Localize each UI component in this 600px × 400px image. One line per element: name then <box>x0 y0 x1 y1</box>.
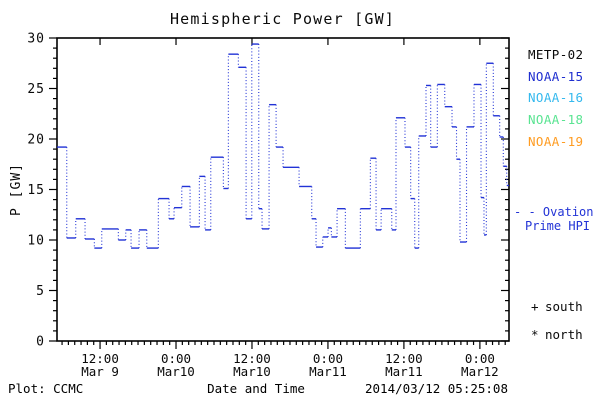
legend-item-metp-02: METP-02 <box>528 47 584 62</box>
north-label: north <box>545 327 583 342</box>
y-tick-label: 0 <box>36 335 45 350</box>
x-tick-time-label: 0:00 <box>313 351 343 366</box>
legend-item-noaa-18: NOAA-18 <box>528 112 584 128</box>
asterisk-symbol-icon: * <box>531 327 539 342</box>
ovation-label: Ovation <box>542 205 594 219</box>
y-tick-label: 10 <box>27 234 45 249</box>
dashed-line-sample: - - <box>514 205 536 219</box>
x-tick-time-label: 12:00 <box>385 351 423 366</box>
south-label: south <box>545 299 583 314</box>
y-tick-label: 30 <box>27 32 45 47</box>
x-tick-date-label: Mar11 <box>385 364 423 379</box>
north-marker-legend: * north <box>531 327 583 342</box>
x-tick-date-label: Mar12 <box>461 364 499 379</box>
y-axis-title: P [GW] <box>9 163 24 216</box>
south-marker-legend: + south <box>531 299 583 314</box>
ovation-legend-line1: - - Ovation <box>514 205 600 220</box>
satellite-legend: METP-02 NOAA-15 NOAA-16 NOAA-18 NOAA-19 <box>528 44 600 152</box>
x-tick-time-label: 12:00 <box>81 351 119 366</box>
x-tick-time-label: 12:00 <box>233 351 271 366</box>
x-axis-title: Date and Time <box>207 381 305 396</box>
y-tick-label: 15 <box>27 183 45 198</box>
chart-title: Hemispheric Power [GW] <box>169 10 396 28</box>
y-tick-label: 20 <box>27 133 45 148</box>
legend-item-noaa-16: NOAA-16 <box>528 90 584 106</box>
x-tick-time-label: 0:00 <box>161 351 191 366</box>
x-tick-date-label: Mar10 <box>157 364 195 379</box>
x-tick-time-label: 0:00 <box>465 351 495 366</box>
plot-credit: Plot: CCMC <box>8 381 84 396</box>
y-tick-label: 5 <box>36 284 45 299</box>
plus-symbol-icon: + <box>531 299 539 314</box>
x-tick-date-label: Mar10 <box>233 364 271 379</box>
legend-item-noaa-15: NOAA-15 <box>528 68 584 84</box>
ovation-legend-line2: Prime HPI <box>525 218 591 233</box>
ovation-legend: - - Ovation Prime HPI <box>514 205 600 233</box>
legend-item-noaa-19: NOAA-19 <box>528 133 584 149</box>
y-tick-label: 25 <box>27 82 45 97</box>
plot-timestamp: 2014/03/12 05:25:08 <box>365 381 508 396</box>
plot-frame <box>56 37 510 342</box>
x-tick-date-label: Mar 9 <box>81 364 119 379</box>
x-tick-date-label: Mar11 <box>309 364 347 379</box>
